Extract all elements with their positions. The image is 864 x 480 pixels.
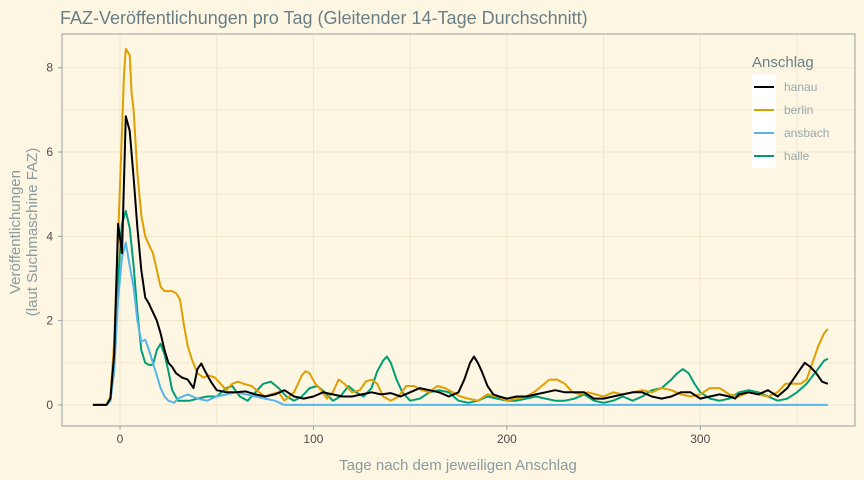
series-lines <box>92 47 829 406</box>
legend-title: Anschlag <box>752 54 814 71</box>
grid-lines <box>62 34 855 426</box>
chart-title: FAZ-Veröffentlichungen pro Tag (Gleitend… <box>60 8 588 28</box>
x-tick-label: 100 <box>303 432 323 446</box>
y-axis-title-line-1: Veröffentlichungen <box>7 170 24 294</box>
y-axis-ticks: 0 2 4 6 8 <box>46 61 62 412</box>
legend-label-hanau: hanau <box>784 80 817 94</box>
x-tick-label: 0 <box>117 432 124 446</box>
x-axis-title: Tage nach dem jeweiligen Anschlag <box>339 457 577 474</box>
plot-panel-border <box>61 33 856 427</box>
y-tick-label: 6 <box>46 145 53 159</box>
legend: Anschlag hanau berlin ansbach halle <box>752 54 829 168</box>
y-axis-title: Veröffentlichungen (laut Suchmaschine FA… <box>7 148 41 316</box>
x-tick-label: 300 <box>690 432 710 446</box>
series-line-halle <box>92 210 829 406</box>
legend-key-background <box>752 74 776 168</box>
y-axis-title-line-2: (laut Suchmaschine FAZ) <box>24 148 41 316</box>
legend-label-ansbach: ansbach <box>784 126 829 140</box>
x-tick-label: 200 <box>497 432 517 446</box>
series-line-ansbach <box>92 241 828 406</box>
y-tick-label: 8 <box>46 61 53 75</box>
y-tick-label: 2 <box>46 314 53 328</box>
legend-label-berlin: berlin <box>784 103 813 117</box>
x-axis-ticks: 0 100 200 300 <box>117 426 711 446</box>
y-tick-label: 4 <box>46 229 53 243</box>
legend-label-halle: halle <box>784 149 810 163</box>
legend-items: hanau berlin ansbach halle <box>752 74 829 168</box>
series-line-hanau <box>92 115 829 406</box>
y-tick-label: 0 <box>46 398 53 412</box>
